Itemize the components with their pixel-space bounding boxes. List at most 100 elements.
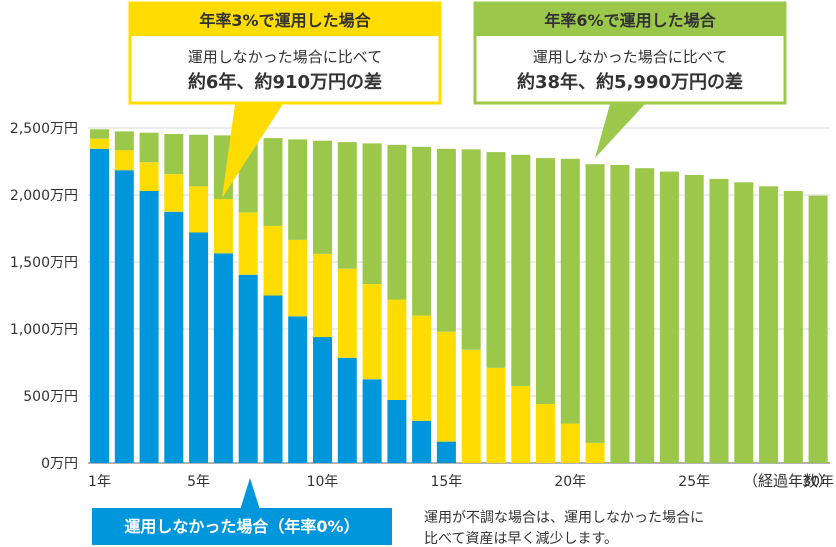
- bar-segment-six: [759, 186, 779, 464]
- bar-segment-six: [684, 174, 704, 463]
- y-tick-label: 2,000万円: [10, 188, 78, 204]
- callout-three-percent: 年率3%で運用した場合 運用しなかった場合に比べて 約6年、約910万円の差: [128, 1, 442, 198]
- bar-segment-six: [659, 171, 679, 463]
- bar-segment-zero: [90, 148, 109, 464]
- x-axis: 1年 5年 10年 15年 20年 25年 30年: [88, 474, 834, 490]
- callout-zero-title: 運用しなかった場合（年率0%）: [124, 517, 359, 536]
- bar-segment-zero: [238, 274, 258, 463]
- bar-segment-zero: [412, 420, 432, 463]
- y-axis: 0万円 500万円 1,000万円 1,500万円 2,000万円 2,500万円: [10, 121, 78, 472]
- bar-segment-six: [313, 140, 332, 254]
- callout-three-pointer: [222, 104, 283, 198]
- bar-segment-three: [189, 186, 209, 233]
- bar-segment-zero: [213, 253, 233, 463]
- bar-segment-zero: [114, 170, 134, 463]
- bar-segment-three: [288, 239, 308, 317]
- callout-three-header: [130, 3, 440, 36]
- x-tick-label: 15年: [430, 474, 462, 490]
- bar-segment-six: [610, 164, 630, 463]
- callout-six-line1: 運用しなかった場合に比べて: [533, 48, 727, 66]
- bar-segment-zero: [263, 295, 283, 463]
- note-line1: 運用が不調な場合は、運用しなかった場合に: [424, 510, 704, 526]
- bar-segment-six: [114, 131, 134, 151]
- bar-segment-three: [536, 404, 555, 463]
- bar-segment-zero: [139, 191, 159, 463]
- y-tick-label: 0万円: [41, 456, 78, 472]
- callout-six-pointer: [595, 104, 645, 158]
- x-tick-label: 20年: [554, 474, 586, 490]
- bar-segment-zero: [387, 400, 407, 463]
- bar-segment-six: [139, 132, 159, 163]
- bar-segment-six: [808, 195, 828, 463]
- bar-segment-three: [585, 442, 605, 463]
- bar-segment-zero: [288, 316, 308, 463]
- bar-segment-three: [337, 268, 357, 358]
- callout-six-header: [475, 3, 785, 36]
- bar-segment-six: [536, 158, 555, 404]
- x-axis-unit-note: （経過年数）: [743, 472, 833, 490]
- callout-zero-percent: 運用しなかった場合（年率0%）: [92, 478, 392, 545]
- bar-segment-six: [337, 142, 357, 269]
- bar-segment-three: [164, 174, 184, 212]
- bar-segment-three: [313, 254, 332, 338]
- callout-three-line2: 約6年、約910万円の差: [188, 71, 382, 93]
- bars: [90, 129, 828, 464]
- bar-segment-six: [635, 168, 655, 463]
- y-tick-label: 1,000万円: [10, 322, 78, 338]
- bar-segment-six: [511, 154, 531, 386]
- bar-segment-six: [709, 178, 729, 463]
- bar-segment-six: [734, 182, 754, 464]
- bar-segment-zero: [189, 232, 209, 463]
- x-tick-label: 30年: [802, 474, 834, 490]
- callout-three-line1: 運用しなかった場合に比べて: [188, 48, 382, 66]
- bar-segment-three: [412, 315, 432, 421]
- bar-segment-zero: [313, 337, 332, 463]
- bar-segment-three: [213, 199, 233, 254]
- bar-segment-six: [783, 191, 803, 463]
- x-tick-label: 5年: [187, 474, 210, 490]
- bar-segment-six: [585, 164, 605, 443]
- bar-segment-six: [486, 152, 506, 368]
- x-tick-label: 1年: [88, 474, 111, 490]
- bar-segment-zero: [337, 357, 357, 463]
- bar-segment-three: [114, 150, 134, 171]
- bar-segment-three: [90, 138, 109, 149]
- bar-segment-six: [461, 149, 481, 350]
- bar-segment-six: [90, 129, 109, 139]
- bar-segment-three: [560, 423, 580, 463]
- bar-segment-three: [387, 299, 407, 400]
- callout-six-title: 年率6%で運用した場合: [544, 11, 716, 30]
- bar-segment-six: [387, 144, 407, 300]
- bar-segment-three: [362, 284, 382, 380]
- bar-segment-three: [436, 331, 456, 442]
- bar-segment-six: [560, 158, 580, 424]
- bar-segment-three: [139, 162, 159, 191]
- bar-segment-six: [189, 134, 209, 187]
- bar-segment-three: [486, 367, 506, 463]
- x-tick-label: 25年: [678, 474, 710, 490]
- callout-three-title: 年率3%で運用した場合: [199, 11, 371, 30]
- y-tick-label: 500万円: [23, 389, 78, 405]
- bar-segment-three: [461, 349, 481, 463]
- bar-segment-zero: [164, 211, 184, 464]
- callout-six-percent: 年率6%で運用した場合 運用しなかった場合に比べて 約38年、約5,990万円の…: [473, 1, 787, 158]
- bar-segment-six: [263, 138, 283, 226]
- bar-segment-three: [238, 212, 258, 275]
- bar-segment-zero: [362, 379, 382, 464]
- bar-segment-three: [511, 385, 531, 463]
- y-tick-label: 2,500万円: [10, 121, 78, 137]
- bar-segment-six: [436, 148, 456, 332]
- note-line2: 比べて資産は早く減少します。: [424, 530, 618, 547]
- bar-segment-three: [263, 225, 283, 296]
- bar-segment-six: [362, 143, 382, 285]
- y-tick-label: 1,500万円: [10, 255, 78, 271]
- bar-segment-six: [288, 139, 308, 240]
- callout-zero-box: [92, 508, 392, 545]
- callout-six-line2: 約38年、約5,990万円の差: [517, 71, 743, 93]
- bar-segment-six: [164, 134, 184, 175]
- bar-segment-six: [412, 146, 432, 316]
- callout-zero-pointer: [240, 478, 260, 510]
- bar-segment-zero: [436, 441, 456, 463]
- x-tick-label: 10年: [307, 474, 339, 490]
